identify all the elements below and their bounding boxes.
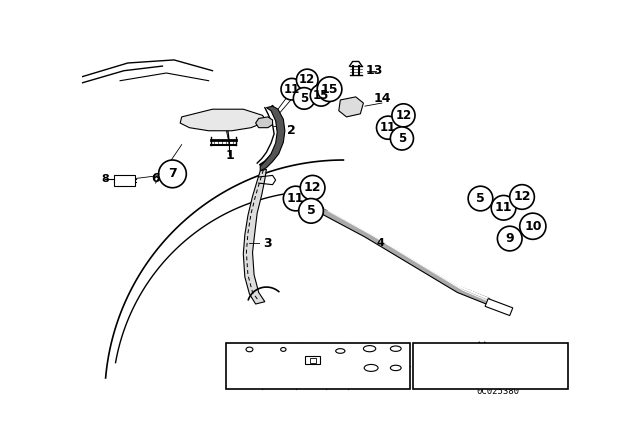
Polygon shape bbox=[180, 109, 266, 131]
Ellipse shape bbox=[390, 346, 401, 351]
Polygon shape bbox=[255, 117, 273, 128]
Circle shape bbox=[300, 176, 325, 200]
Polygon shape bbox=[243, 169, 266, 304]
Text: 15: 15 bbox=[321, 83, 339, 96]
Text: 7: 7 bbox=[168, 168, 177, 181]
Text: 12: 12 bbox=[396, 109, 412, 122]
Bar bbox=[413, 343, 568, 389]
Text: 15: 15 bbox=[232, 350, 249, 363]
Circle shape bbox=[439, 359, 460, 380]
Text: 5: 5 bbox=[476, 192, 485, 205]
Ellipse shape bbox=[364, 345, 376, 352]
Text: 10: 10 bbox=[524, 220, 541, 233]
Text: 5: 5 bbox=[384, 349, 392, 362]
Text: 5: 5 bbox=[398, 132, 406, 145]
Text: 11: 11 bbox=[380, 121, 396, 134]
Text: 15: 15 bbox=[313, 89, 329, 102]
Ellipse shape bbox=[364, 365, 378, 371]
Text: 5: 5 bbox=[307, 204, 316, 217]
Circle shape bbox=[525, 357, 547, 379]
Text: 12: 12 bbox=[299, 73, 316, 86]
Circle shape bbox=[468, 186, 493, 211]
Text: 6: 6 bbox=[151, 172, 160, 185]
Text: 14: 14 bbox=[373, 92, 390, 105]
Polygon shape bbox=[339, 97, 364, 117]
Circle shape bbox=[390, 127, 413, 150]
Ellipse shape bbox=[390, 365, 401, 370]
Circle shape bbox=[299, 198, 323, 223]
Circle shape bbox=[376, 116, 399, 139]
Circle shape bbox=[492, 195, 516, 220]
Text: 11: 11 bbox=[351, 369, 367, 382]
Text: 13: 13 bbox=[365, 64, 383, 77]
Polygon shape bbox=[319, 206, 490, 305]
Polygon shape bbox=[260, 106, 285, 171]
Circle shape bbox=[296, 69, 318, 91]
Ellipse shape bbox=[281, 348, 286, 351]
Text: 12: 12 bbox=[304, 181, 321, 194]
Circle shape bbox=[509, 185, 534, 209]
Circle shape bbox=[284, 186, 308, 211]
Bar bbox=[310, 358, 316, 362]
Circle shape bbox=[281, 78, 303, 100]
Text: 8: 8 bbox=[102, 173, 109, 184]
Bar bbox=[114, 176, 136, 186]
Circle shape bbox=[520, 213, 546, 239]
Text: 4: 4 bbox=[376, 238, 384, 248]
Circle shape bbox=[392, 104, 415, 127]
Circle shape bbox=[293, 88, 315, 109]
Text: 9: 9 bbox=[299, 350, 307, 363]
Ellipse shape bbox=[336, 349, 345, 353]
Circle shape bbox=[497, 226, 522, 251]
Text: 5: 5 bbox=[300, 92, 308, 105]
Text: 12: 12 bbox=[351, 349, 367, 362]
Text: 11: 11 bbox=[284, 83, 300, 96]
Text: 11: 11 bbox=[495, 201, 512, 214]
Text: 0C025380: 0C025380 bbox=[476, 387, 519, 396]
Text: 2: 2 bbox=[287, 124, 296, 137]
Text: 3: 3 bbox=[264, 237, 272, 250]
Text: 12: 12 bbox=[513, 190, 531, 203]
Bar bbox=[227, 343, 410, 389]
Text: 11: 11 bbox=[287, 192, 305, 205]
Text: 10: 10 bbox=[263, 350, 280, 363]
Circle shape bbox=[310, 85, 332, 106]
Text: 9: 9 bbox=[506, 232, 514, 245]
Ellipse shape bbox=[246, 347, 253, 352]
Text: 7: 7 bbox=[330, 350, 338, 363]
Circle shape bbox=[159, 160, 186, 188]
Bar bbox=[305, 356, 320, 364]
Text: 1: 1 bbox=[225, 149, 234, 162]
Circle shape bbox=[317, 77, 342, 102]
Polygon shape bbox=[485, 299, 513, 315]
